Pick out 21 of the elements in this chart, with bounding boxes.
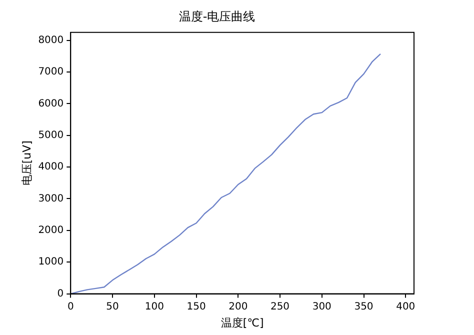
x-tick-label: 0 bbox=[67, 301, 74, 312]
y-tick-label: 7000 bbox=[38, 66, 64, 78]
x-tick-label: 300 bbox=[312, 301, 332, 312]
y-tick-label: 6000 bbox=[38, 98, 64, 110]
x-tick-label: 50 bbox=[106, 301, 119, 312]
x-tick-label: 200 bbox=[228, 301, 248, 312]
y-tick-label: 2000 bbox=[38, 225, 64, 236]
x-axis-title: 温度[℃] bbox=[220, 316, 264, 330]
y-tick-label: 3000 bbox=[38, 193, 64, 204]
y-tick-label: 1000 bbox=[38, 256, 64, 268]
y-tick-label: 8000 bbox=[38, 34, 64, 46]
chart-title: 温度-电压曲线 bbox=[178, 9, 256, 24]
x-tick-label: 350 bbox=[354, 301, 374, 312]
y-axis-title: 电压[uV] bbox=[20, 140, 34, 186]
x-tick-label: 100 bbox=[144, 301, 164, 312]
y-tick-label: 4000 bbox=[38, 162, 64, 173]
x-tick-label: 150 bbox=[186, 301, 206, 312]
y-tick-label: 0 bbox=[57, 288, 64, 300]
y-tick-label: 5000 bbox=[38, 130, 64, 141]
x-tick-label: 400 bbox=[396, 301, 416, 312]
x-tick-label: 250 bbox=[270, 301, 290, 312]
